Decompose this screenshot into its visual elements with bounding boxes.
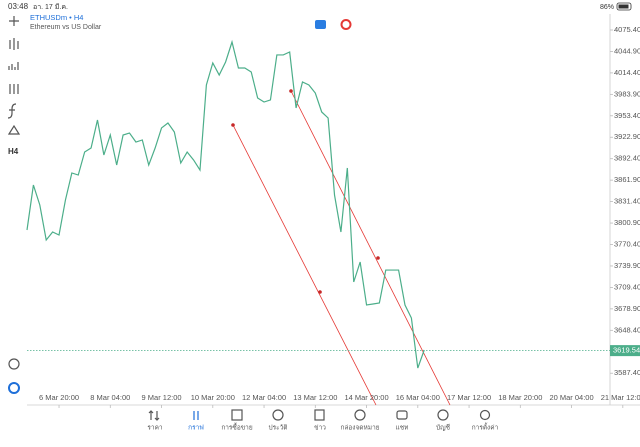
x-tick-label: 6 Mar 20:00 bbox=[39, 393, 79, 402]
y-tick-label: 3892.40 bbox=[614, 154, 640, 163]
y-tick-label: 4044.90 bbox=[614, 46, 640, 55]
trend-line[interactable] bbox=[232, 124, 377, 406]
y-tick-label: 4075.40 bbox=[614, 25, 640, 34]
battery-level bbox=[618, 4, 629, 9]
y-tick-label: 3770.40 bbox=[614, 239, 640, 248]
shapes-tool[interactable] bbox=[7, 124, 21, 135]
tab-icon[interactable] bbox=[193, 411, 199, 420]
x-tick-label: 9 Mar 12:00 bbox=[142, 393, 182, 402]
tab-label[interactable]: การซื้อขาย bbox=[221, 423, 252, 432]
tab-label[interactable]: ประวัติ bbox=[269, 424, 288, 432]
y-tick-label: 3953.40 bbox=[614, 111, 640, 120]
plot: 4075.40 4044.90 4014.40 3983.90 3953.40 3922.… bbox=[26, 25, 640, 408]
tab-label[interactable]: การตั้งค่า bbox=[472, 423, 499, 432]
trade-tool[interactable] bbox=[8, 382, 20, 394]
x-tick-label: 10 Mar 20:00 bbox=[191, 393, 235, 402]
crosshair-tool[interactable] bbox=[9, 16, 19, 26]
chart-title: ETHUSDm • H4 bbox=[30, 13, 83, 22]
tab-icon[interactable] bbox=[231, 409, 243, 421]
left-toolbar: H4 bbox=[7, 16, 21, 394]
y-tick-label: 3678.90 bbox=[614, 304, 640, 313]
trend-point[interactable] bbox=[376, 256, 380, 260]
tab-label[interactable]: กราฟ bbox=[188, 425, 204, 432]
tab-icon[interactable] bbox=[396, 410, 408, 420]
current-price-label: 3619.54 bbox=[613, 346, 640, 355]
x-tick-label: 21 Mar 12:00 bbox=[601, 393, 640, 402]
tab-label[interactable]: ราคา bbox=[147, 425, 162, 432]
tab-icon[interactable] bbox=[272, 409, 284, 421]
tab-icon[interactable] bbox=[148, 410, 160, 421]
timeframe-button[interactable]: H4 bbox=[8, 147, 19, 156]
quick-trade-icon[interactable] bbox=[315, 20, 326, 29]
y-tick-label: 3709.40 bbox=[614, 282, 640, 291]
chart-type-tool[interactable] bbox=[9, 38, 19, 50]
tab-label[interactable]: ข่าว bbox=[314, 425, 326, 432]
x-tick-label: 20 Mar 04:00 bbox=[549, 393, 593, 402]
chart-subtitle: Ethereum vs US Dollar bbox=[30, 24, 102, 31]
indicators-tool[interactable] bbox=[8, 62, 19, 70]
x-tick-label: 14 Mar 20:00 bbox=[344, 393, 388, 402]
one-click-icon[interactable] bbox=[340, 19, 352, 30]
tab-label[interactable]: บัญชี bbox=[436, 424, 451, 432]
y-tick-label: 3983.90 bbox=[614, 89, 640, 98]
current-price-box bbox=[610, 345, 640, 357]
x-tick-label: 13 Mar 12:00 bbox=[293, 393, 337, 402]
tab-bar: ราคา กราฟ การซื้อขาย ประวัติ ข่าว กล่องจ… bbox=[147, 409, 499, 432]
objects-tool[interactable] bbox=[9, 84, 19, 94]
x-tick-label: 12 Mar 04:00 bbox=[242, 393, 286, 402]
status-battery: 86% bbox=[600, 4, 614, 11]
tab-icon[interactable] bbox=[479, 409, 491, 421]
y-tick-label: 3739.90 bbox=[614, 261, 640, 270]
y-tick-label: 3800.90 bbox=[614, 218, 640, 227]
y-tick-label: 3587.40 bbox=[614, 368, 640, 377]
y-tick-label: 4014.40 bbox=[614, 68, 640, 77]
y-tick-label: 3831.40 bbox=[614, 197, 640, 206]
y-tick-label: 3648.40 bbox=[614, 325, 640, 334]
tab-label[interactable]: กล่องจดหมาย bbox=[340, 425, 379, 432]
y-tick-label: 3861.90 bbox=[614, 175, 640, 184]
y-tick-label: 3922.90 bbox=[614, 132, 640, 141]
trend-point[interactable] bbox=[289, 89, 293, 93]
status-date: อา. 17 มี.ค. bbox=[33, 3, 68, 11]
x-tick-label: 18 Mar 20:00 bbox=[498, 393, 542, 402]
battery-icon bbox=[616, 2, 632, 11]
analysis-tool[interactable] bbox=[8, 358, 20, 370]
tab-icon[interactable] bbox=[354, 409, 366, 421]
functions-tool[interactable] bbox=[7, 103, 17, 119]
tab-icon[interactable] bbox=[437, 409, 449, 421]
trend-point[interactable] bbox=[231, 123, 235, 127]
tab-icon[interactable] bbox=[314, 409, 325, 421]
x-tick-label: 8 Mar 04:00 bbox=[90, 393, 130, 402]
x-tick-label: 16 Mar 04:00 bbox=[396, 393, 440, 402]
trend-point[interactable] bbox=[318, 290, 322, 294]
status-time: 03:48 bbox=[8, 2, 29, 11]
tab-label[interactable]: แชท bbox=[396, 425, 409, 432]
price-line bbox=[26, 39, 425, 369]
x-tick-label: 17 Mar 12:00 bbox=[447, 393, 491, 402]
